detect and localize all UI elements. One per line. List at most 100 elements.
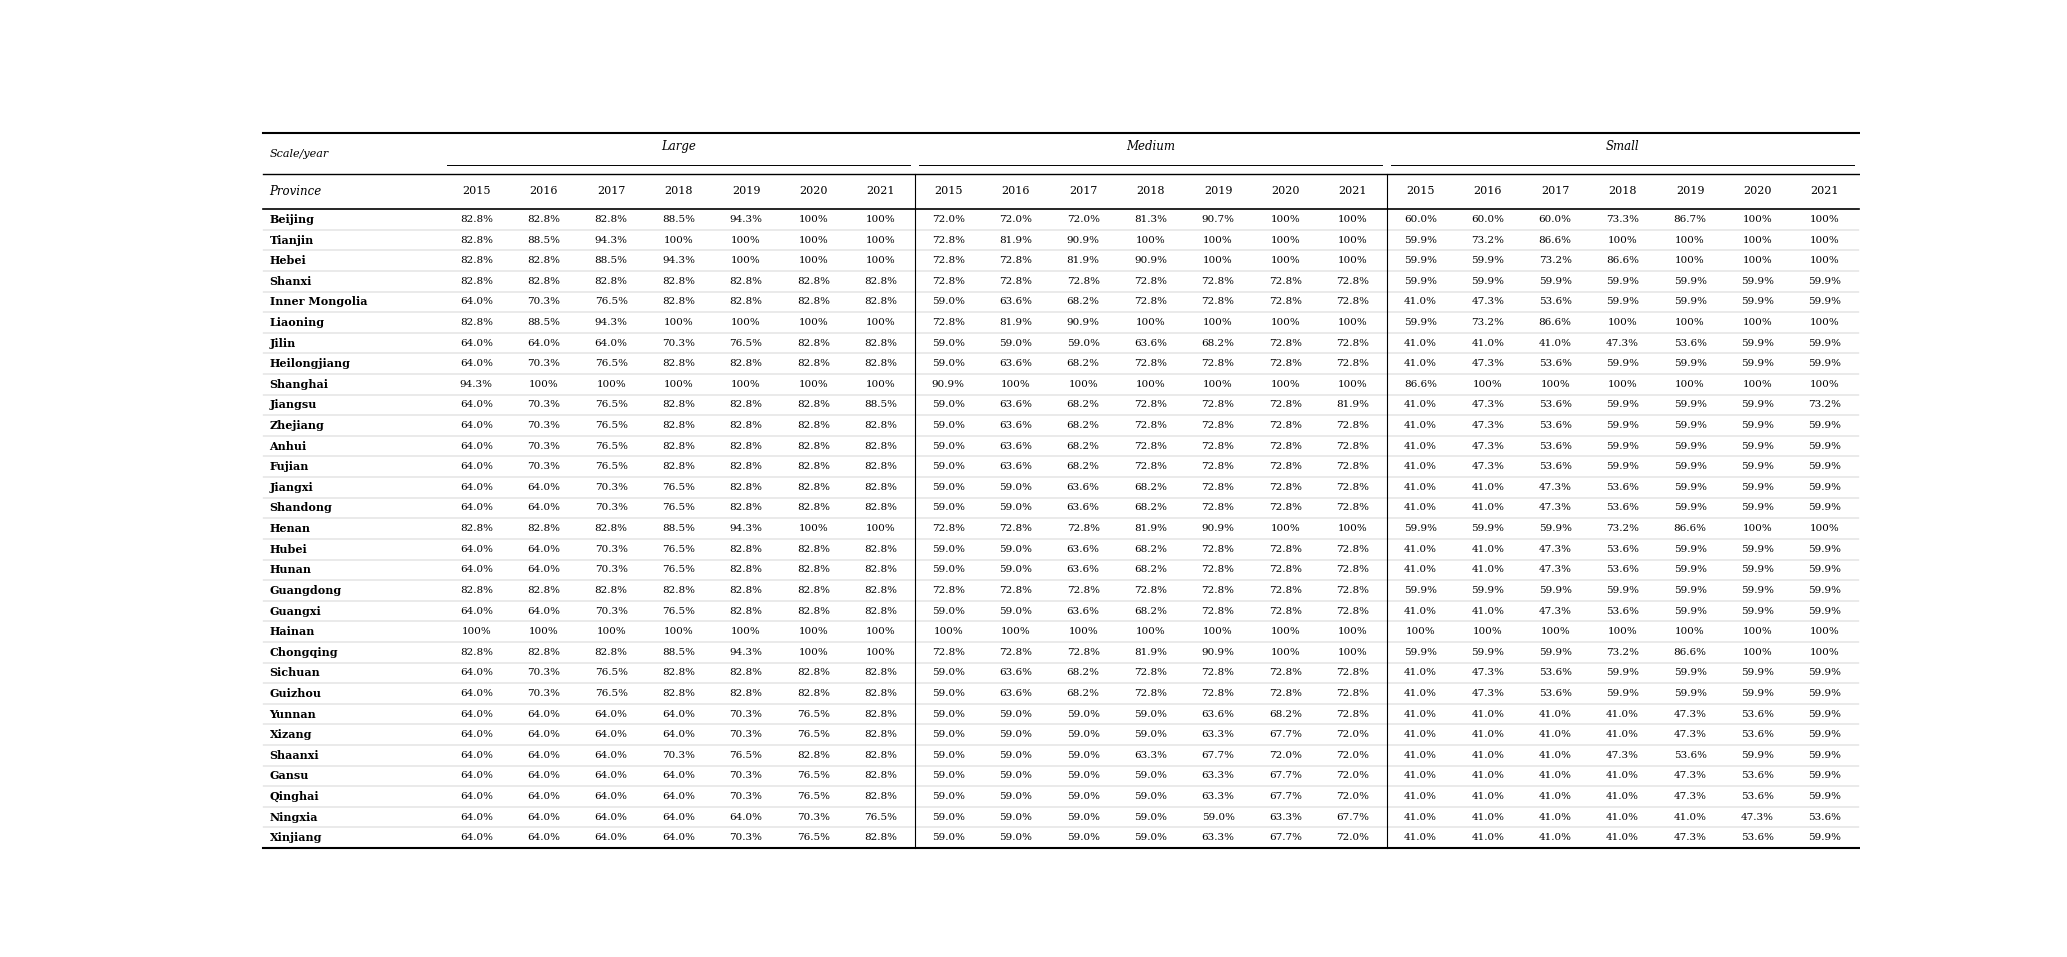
Text: 53.6%: 53.6%: [1740, 709, 1773, 719]
Text: 100%: 100%: [866, 256, 895, 265]
Text: 82.8%: 82.8%: [459, 648, 492, 657]
Text: 59.0%: 59.0%: [932, 566, 965, 574]
Text: 41.0%: 41.0%: [1538, 730, 1571, 739]
Text: 72.8%: 72.8%: [1201, 483, 1234, 492]
Text: 94.3%: 94.3%: [595, 235, 628, 245]
Text: 72.8%: 72.8%: [1269, 566, 1302, 574]
Text: 72.8%: 72.8%: [1269, 421, 1302, 430]
Text: 72.8%: 72.8%: [1201, 359, 1234, 368]
Text: 59.0%: 59.0%: [1067, 792, 1100, 801]
Text: 100%: 100%: [664, 627, 695, 636]
Text: Fujian: Fujian: [269, 461, 308, 472]
Text: 86.6%: 86.6%: [1538, 235, 1571, 245]
Text: Hainan: Hainan: [269, 626, 314, 637]
Text: 47.3%: 47.3%: [1740, 812, 1773, 822]
Text: 64.0%: 64.0%: [459, 668, 492, 678]
Text: 68.2%: 68.2%: [1067, 442, 1100, 451]
Text: 70.3%: 70.3%: [527, 442, 560, 451]
Text: 59.9%: 59.9%: [1606, 689, 1639, 698]
Text: 76.5%: 76.5%: [798, 792, 831, 801]
Text: 59.9%: 59.9%: [1472, 524, 1505, 533]
Text: 59.9%: 59.9%: [1809, 566, 1842, 574]
Text: 72.8%: 72.8%: [998, 524, 1031, 533]
Text: 76.5%: 76.5%: [595, 359, 628, 368]
Text: 72.0%: 72.0%: [1337, 834, 1370, 842]
Text: 100%: 100%: [1742, 627, 1771, 636]
Text: 100%: 100%: [1203, 256, 1232, 265]
Text: 100%: 100%: [1203, 235, 1232, 245]
Text: 63.6%: 63.6%: [998, 359, 1031, 368]
Text: 64.0%: 64.0%: [459, 792, 492, 801]
Text: 100%: 100%: [1203, 627, 1232, 636]
Text: 72.8%: 72.8%: [1135, 586, 1168, 595]
Text: 70.3%: 70.3%: [527, 689, 560, 698]
Text: 90.9%: 90.9%: [1067, 318, 1100, 327]
Text: 63.3%: 63.3%: [1201, 771, 1234, 780]
Text: 76.5%: 76.5%: [798, 771, 831, 780]
Text: 100%: 100%: [1069, 627, 1098, 636]
Text: 81.9%: 81.9%: [1067, 256, 1100, 265]
Text: 82.8%: 82.8%: [864, 586, 897, 595]
Text: 59.9%: 59.9%: [1740, 668, 1773, 678]
Text: 41.0%: 41.0%: [1472, 771, 1505, 780]
Text: 100%: 100%: [866, 318, 895, 327]
Text: 64.0%: 64.0%: [459, 730, 492, 739]
Text: 64.0%: 64.0%: [595, 792, 628, 801]
Text: 100%: 100%: [461, 627, 492, 636]
Text: 64.0%: 64.0%: [459, 339, 492, 347]
Text: 59.0%: 59.0%: [932, 709, 965, 719]
Text: 100%: 100%: [732, 627, 761, 636]
Text: 59.0%: 59.0%: [1135, 834, 1168, 842]
Text: 64.0%: 64.0%: [661, 792, 695, 801]
Text: 47.3%: 47.3%: [1674, 792, 1707, 801]
Text: 76.5%: 76.5%: [661, 503, 695, 513]
Text: 2015: 2015: [463, 187, 490, 196]
Text: 64.0%: 64.0%: [459, 545, 492, 554]
Text: 68.2%: 68.2%: [1135, 607, 1168, 615]
Text: 41.0%: 41.0%: [1403, 812, 1437, 822]
Text: 64.0%: 64.0%: [595, 771, 628, 780]
Text: 63.6%: 63.6%: [1135, 339, 1168, 347]
Text: 59.0%: 59.0%: [932, 359, 965, 368]
Text: 100%: 100%: [866, 235, 895, 245]
Text: 59.0%: 59.0%: [932, 730, 965, 739]
Text: 2016: 2016: [1002, 187, 1029, 196]
Text: 100%: 100%: [1135, 380, 1166, 389]
Text: 100%: 100%: [1406, 627, 1434, 636]
Text: 73.2%: 73.2%: [1809, 400, 1842, 410]
Text: 76.5%: 76.5%: [595, 400, 628, 410]
Text: 59.0%: 59.0%: [932, 400, 965, 410]
Text: 82.8%: 82.8%: [864, 277, 897, 286]
Text: 100%: 100%: [1811, 524, 1840, 533]
Text: 82.8%: 82.8%: [864, 668, 897, 678]
Text: 59.9%: 59.9%: [1809, 709, 1842, 719]
Text: 72.8%: 72.8%: [1269, 359, 1302, 368]
Text: 41.0%: 41.0%: [1403, 545, 1437, 554]
Text: 59.9%: 59.9%: [1740, 545, 1773, 554]
Text: Beijing: Beijing: [269, 214, 314, 225]
Text: 53.6%: 53.6%: [1538, 462, 1571, 471]
Text: 47.3%: 47.3%: [1538, 483, 1571, 492]
Text: 72.8%: 72.8%: [1201, 545, 1234, 554]
Text: 72.8%: 72.8%: [1067, 648, 1100, 657]
Text: Guizhou: Guizhou: [269, 688, 322, 699]
Text: 41.0%: 41.0%: [1538, 834, 1571, 842]
Text: 88.5%: 88.5%: [527, 318, 560, 327]
Text: 64.0%: 64.0%: [595, 751, 628, 760]
Text: 76.5%: 76.5%: [595, 442, 628, 451]
Text: 90.7%: 90.7%: [1201, 215, 1234, 224]
Text: 82.8%: 82.8%: [661, 689, 695, 698]
Text: 47.3%: 47.3%: [1606, 339, 1639, 347]
Text: 82.8%: 82.8%: [798, 298, 831, 306]
Text: Large: Large: [661, 141, 697, 153]
Text: 59.0%: 59.0%: [998, 709, 1031, 719]
Text: 59.0%: 59.0%: [998, 503, 1031, 513]
Text: 41.0%: 41.0%: [1538, 792, 1571, 801]
Text: 72.8%: 72.8%: [1135, 298, 1168, 306]
Text: 59.9%: 59.9%: [1606, 277, 1639, 286]
Text: 70.3%: 70.3%: [527, 462, 560, 471]
Text: 73.2%: 73.2%: [1472, 235, 1505, 245]
Text: 64.0%: 64.0%: [527, 771, 560, 780]
Text: 47.3%: 47.3%: [1472, 298, 1505, 306]
Text: 59.0%: 59.0%: [932, 607, 965, 615]
